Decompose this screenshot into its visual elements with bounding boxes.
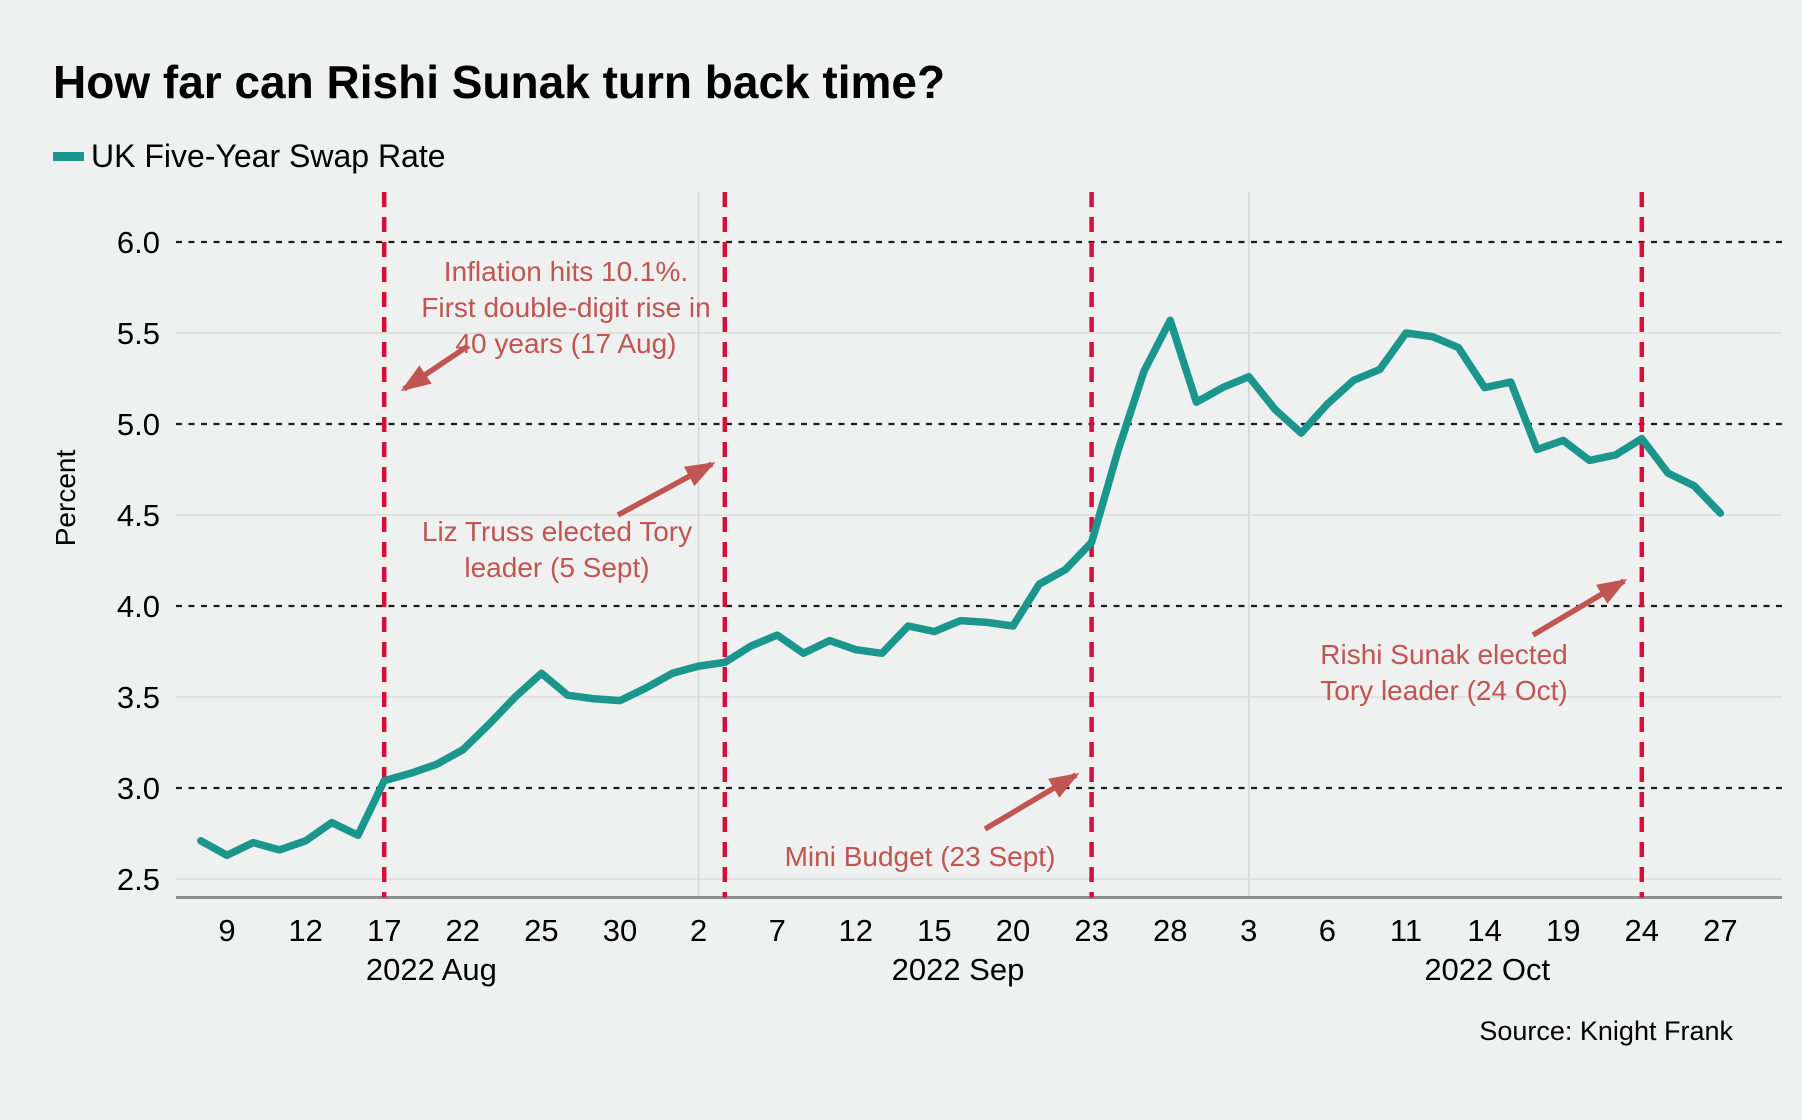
x-tick-label-17: 19 [1546,913,1580,948]
annotation-text-liz-truss: Liz Truss elected Tory leader (5 Sept) [421,516,693,583]
annotation-text-inflation: Inflation hits 10.1%. First double-digit… [421,256,711,359]
y-tick-label-5.5: 5.5 [117,316,160,351]
x-month-label-0: 2022 Aug [366,952,497,987]
x-tick-label-6: 2 [690,913,707,948]
legend-line-swatch [53,152,84,161]
annotation-arrow-liz-truss [616,461,716,518]
annotation-arrow-mini-budget [983,772,1080,832]
x-tick-label-14: 6 [1319,913,1336,948]
y-tick-label-2.5: 2.5 [117,862,160,897]
annotation-arrow-inflation [400,343,470,392]
y-tick-label-4.0: 4.0 [117,589,160,624]
x-tick-label-16: 14 [1467,913,1501,948]
x-tick-label-5: 30 [603,913,637,948]
legend: UK Five-Year Swap Rate [53,138,446,175]
x-tick-label-1: 12 [288,913,322,948]
x-tick-label-7: 7 [769,913,786,948]
x-tick-label-0: 9 [218,913,235,948]
x-tick-label-10: 20 [996,913,1030,948]
x-tick-label-15: 11 [1390,913,1422,948]
legend-label: UK Five-Year Swap Rate [91,138,446,174]
x-tick-label-12: 28 [1153,913,1187,948]
swap-rate-line [197,316,1725,860]
x-month-label-2: 2022 Oct [1424,952,1550,987]
x-month-label-1: 2022 Sep [892,952,1025,987]
x-tick-label-19: 27 [1703,913,1737,948]
x-tick-label-11: 23 [1074,913,1108,948]
source-credit: Source: Knight Frank [1479,1016,1733,1046]
y-tick-label-3.5: 3.5 [117,680,160,715]
x-tick-label-2: 17 [367,913,401,948]
y-tick-label-5.0: 5.0 [117,407,160,442]
chart-title: How far can Rishi Sunak turn back time? [53,56,946,108]
x-tick-label-8: 12 [839,913,873,948]
x-tick-label-9: 15 [917,913,951,948]
y-axis-title: Percent [50,450,81,547]
x-tick-label-3: 22 [446,913,480,948]
x-tick-label-13: 3 [1240,913,1257,948]
y-tick-label-3.0: 3.0 [117,771,160,806]
annotation-text-mini-budget: Mini Budget (23 Sept) [784,841,1056,872]
y-tick-label-4.5: 4.5 [117,498,160,533]
x-tick-label-4: 25 [524,913,558,948]
y-tick-label-6.0: 6.0 [117,225,160,260]
x-tick-label-18: 24 [1625,913,1659,948]
annotation-text-rishi-sunak: Rishi Sunak elected Tory leader (24 Oct) [1320,639,1568,706]
annotation-arrow-rishi-sunak [1531,578,1628,638]
